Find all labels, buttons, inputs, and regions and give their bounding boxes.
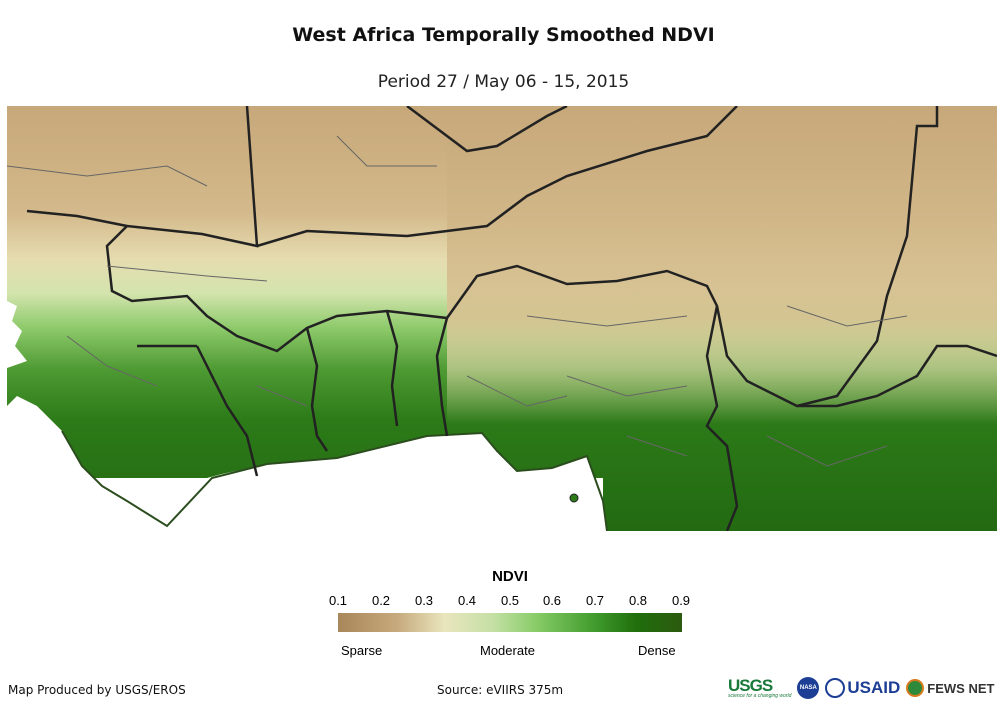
usgs-logo: USGS science for a changing world	[728, 676, 792, 699]
legend-tick: 0.1	[328, 593, 348, 608]
fews-globe-icon	[906, 679, 925, 697]
partner-logos: USGS science for a changing world NASA U…	[728, 677, 994, 699]
map-subtitle: Period 27 / May 06 - 15, 2015	[377, 72, 630, 92]
legend-label-dense: Dense	[638, 643, 676, 658]
national-borders	[26, 106, 997, 531]
source-text: Source: eVIIRS 375m	[437, 683, 564, 697]
ocean	[7, 301, 607, 531]
legend-title: NDVI	[492, 568, 528, 585]
ocean-south	[7, 478, 603, 531]
usaid-seal-icon	[825, 678, 846, 698]
credit-text: Map Produced by USGS/EROS	[8, 683, 186, 697]
legend-label-sparse: Sparse	[341, 643, 383, 658]
legend-tick: 0.2	[371, 593, 391, 608]
admin-boundaries	[7, 135, 908, 467]
legend-label-moderate: Moderate	[480, 643, 535, 658]
legend-tick: 0.6	[542, 593, 562, 608]
bioko-island	[569, 493, 579, 503]
legend-tick: 0.3	[414, 593, 434, 608]
ndvi-map	[7, 106, 997, 531]
nasa-logo: NASA	[797, 677, 820, 699]
legend-tick: 0.7	[585, 593, 605, 608]
legend-color-ramp	[338, 613, 682, 632]
fews-net-logo: FEWS NET	[927, 680, 995, 696]
usaid-logo: USAID	[847, 678, 901, 697]
coast-dark-edge	[61, 430, 608, 531]
map-title: West Africa Temporally Smoothed NDVI	[292, 24, 715, 46]
legend-tick: 0.4	[457, 593, 477, 608]
legend-tick: 0.9	[671, 593, 691, 608]
sahel-dry-east	[447, 106, 997, 531]
legend-tick: 0.5	[500, 593, 520, 608]
legend-ticks: 0.1 0.2 0.3 0.4 0.5 0.6 0.7 0.8 0.9	[328, 593, 691, 609]
legend-tick: 0.8	[628, 593, 648, 608]
